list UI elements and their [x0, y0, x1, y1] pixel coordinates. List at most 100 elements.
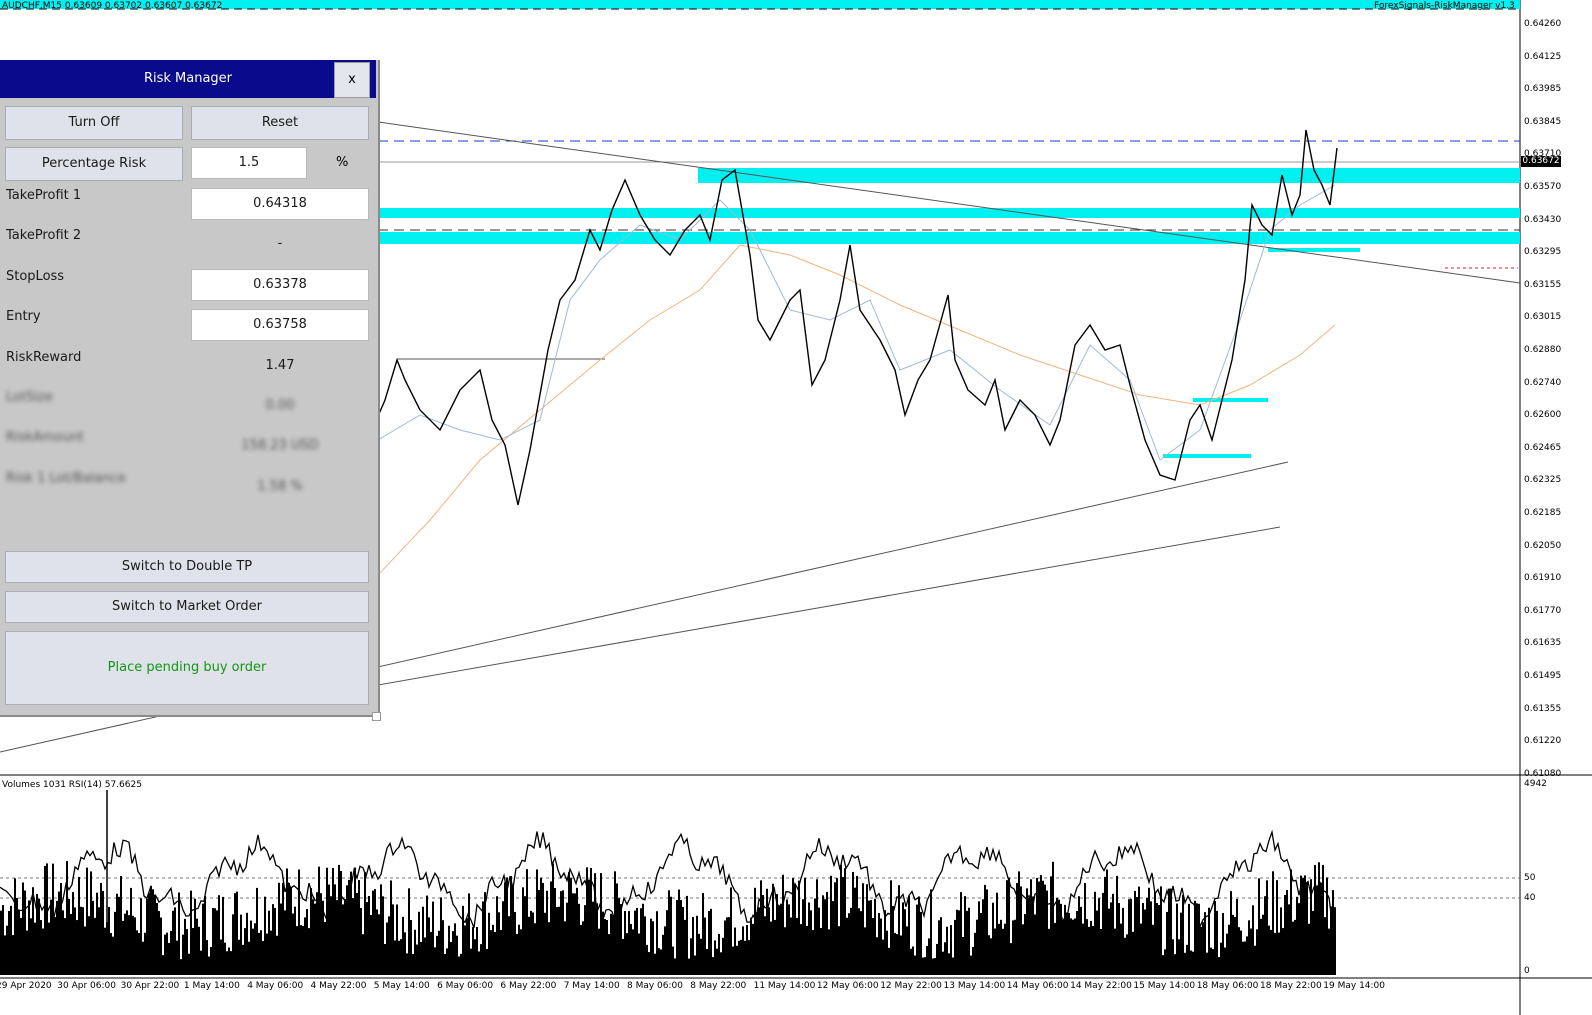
volume-bar: [442, 920, 444, 975]
volume-bar: [32, 887, 34, 975]
volume-bar: [240, 914, 242, 975]
volume-bar: [370, 914, 372, 975]
volume-bar: [382, 896, 384, 975]
volume-bar: [714, 940, 716, 975]
volume-bar: [190, 890, 192, 975]
volume-bar: [1062, 919, 1064, 975]
top-zone-bar: [0, 0, 1520, 9]
volume-bar: [326, 867, 328, 975]
volume-bar: [666, 910, 668, 975]
volume-bar: [604, 919, 606, 975]
volume-bar: [888, 947, 890, 975]
volume-bar: [1104, 876, 1106, 975]
volume-bar: [934, 958, 936, 975]
volume-bar: [88, 916, 90, 975]
volume-bar: [1232, 914, 1234, 975]
volume-bar: [654, 953, 656, 975]
volume-bar: [416, 944, 418, 975]
volume-bar: [796, 917, 798, 975]
price-tick-label: 0.61220: [1524, 736, 1562, 747]
entry-zone: [378, 208, 1520, 218]
volume-bar: [1050, 876, 1052, 975]
volume-bar: [1174, 954, 1176, 975]
volume-bar: [1160, 886, 1162, 975]
volume-bar: [260, 930, 262, 975]
turn-off-button[interactable]: Turn Off: [5, 106, 183, 140]
volume-bar: [378, 914, 380, 975]
volume-bar: [806, 925, 808, 975]
volume-bar: [662, 934, 664, 975]
volume-bar: [402, 916, 404, 975]
volume-bar: [1290, 869, 1292, 975]
volume-bar: [1058, 899, 1060, 975]
volume-bar: [754, 887, 756, 975]
volume-bar: [624, 910, 626, 975]
volume-bar: [414, 929, 416, 975]
volume-bar: [228, 947, 230, 975]
volume-bar: [1122, 907, 1124, 975]
entry-input[interactable]: 0.63758: [191, 309, 369, 341]
volume-bar: [78, 876, 80, 975]
volume-bar: [222, 896, 224, 975]
time-tick-label: 8 May 06:00: [627, 981, 683, 991]
volume-bar: [712, 957, 714, 975]
volume-bar: [820, 928, 822, 975]
volume-bar: [296, 926, 298, 975]
volume-bar: [1154, 891, 1156, 975]
volume-bar: [1158, 904, 1160, 975]
volume-bar: [930, 889, 932, 975]
volume-bar: [394, 940, 396, 975]
volume-bar: [862, 883, 864, 975]
volume-bar: [356, 893, 358, 975]
volume-bar: [1110, 902, 1112, 975]
volume-bar: [1136, 896, 1138, 975]
volume-bar: [708, 910, 710, 975]
take-profit-1-input[interactable]: 0.64318: [191, 188, 369, 220]
volume-bar: [244, 928, 246, 975]
volume-bar: [542, 882, 544, 975]
volume-bar: [1078, 896, 1080, 975]
switch-double-tp-button[interactable]: Switch to Double TP: [5, 551, 369, 583]
volume-bar: [1202, 922, 1204, 975]
time-tick-label: 4 May 22:00: [310, 981, 367, 991]
volume-bar: [300, 925, 302, 975]
risk-percent-input[interactable]: 1.5: [191, 147, 307, 179]
volume-bar: [450, 941, 452, 975]
volume-bar: [1246, 936, 1248, 975]
stop-loss-input[interactable]: 0.63378: [191, 269, 369, 301]
volume-bar: [546, 890, 548, 975]
time-tick-label: 29 Apr 2020: [0, 981, 52, 991]
volume-bar: [12, 935, 14, 975]
volume-bar: [960, 892, 962, 975]
volume-bar: [1172, 939, 1174, 975]
volume-bar: [1180, 912, 1182, 975]
place-order-button[interactable]: Place pending buy order: [5, 631, 369, 705]
lot-size-value: 0.00: [265, 398, 295, 413]
volume-bar: [212, 907, 214, 975]
resize-handle[interactable]: [372, 712, 381, 721]
volume-bar: [1036, 877, 1038, 975]
time-tick-label: 7 May 14:00: [563, 981, 620, 991]
volume-bar: [584, 905, 586, 975]
switch-market-order-button[interactable]: Switch to Market Order: [5, 591, 369, 623]
volume-bar: [132, 915, 134, 975]
volume-bar: [1312, 910, 1314, 975]
close-button[interactable]: x: [334, 62, 370, 98]
time-tick-label: 11 May 14:00: [753, 981, 816, 991]
volume-bar: [82, 907, 84, 975]
volume-bar: [104, 927, 106, 975]
volume-bar: [500, 929, 502, 975]
volume-bar: [594, 873, 596, 975]
time-tick-label: 12 May 22:00: [880, 981, 942, 991]
percentage-risk-button[interactable]: Percentage Risk: [5, 147, 183, 181]
volume-bar: [632, 929, 634, 975]
volume-bar: [898, 885, 900, 975]
volume-bar: [1298, 903, 1300, 975]
reset-button[interactable]: Reset: [191, 106, 369, 140]
entry-label: Entry: [6, 309, 41, 324]
volume-bar: [230, 951, 232, 975]
volume-bar: [966, 910, 968, 975]
volume-bar: [1074, 918, 1076, 975]
volume-bar: [224, 942, 226, 975]
volume-bar: [1084, 883, 1086, 975]
